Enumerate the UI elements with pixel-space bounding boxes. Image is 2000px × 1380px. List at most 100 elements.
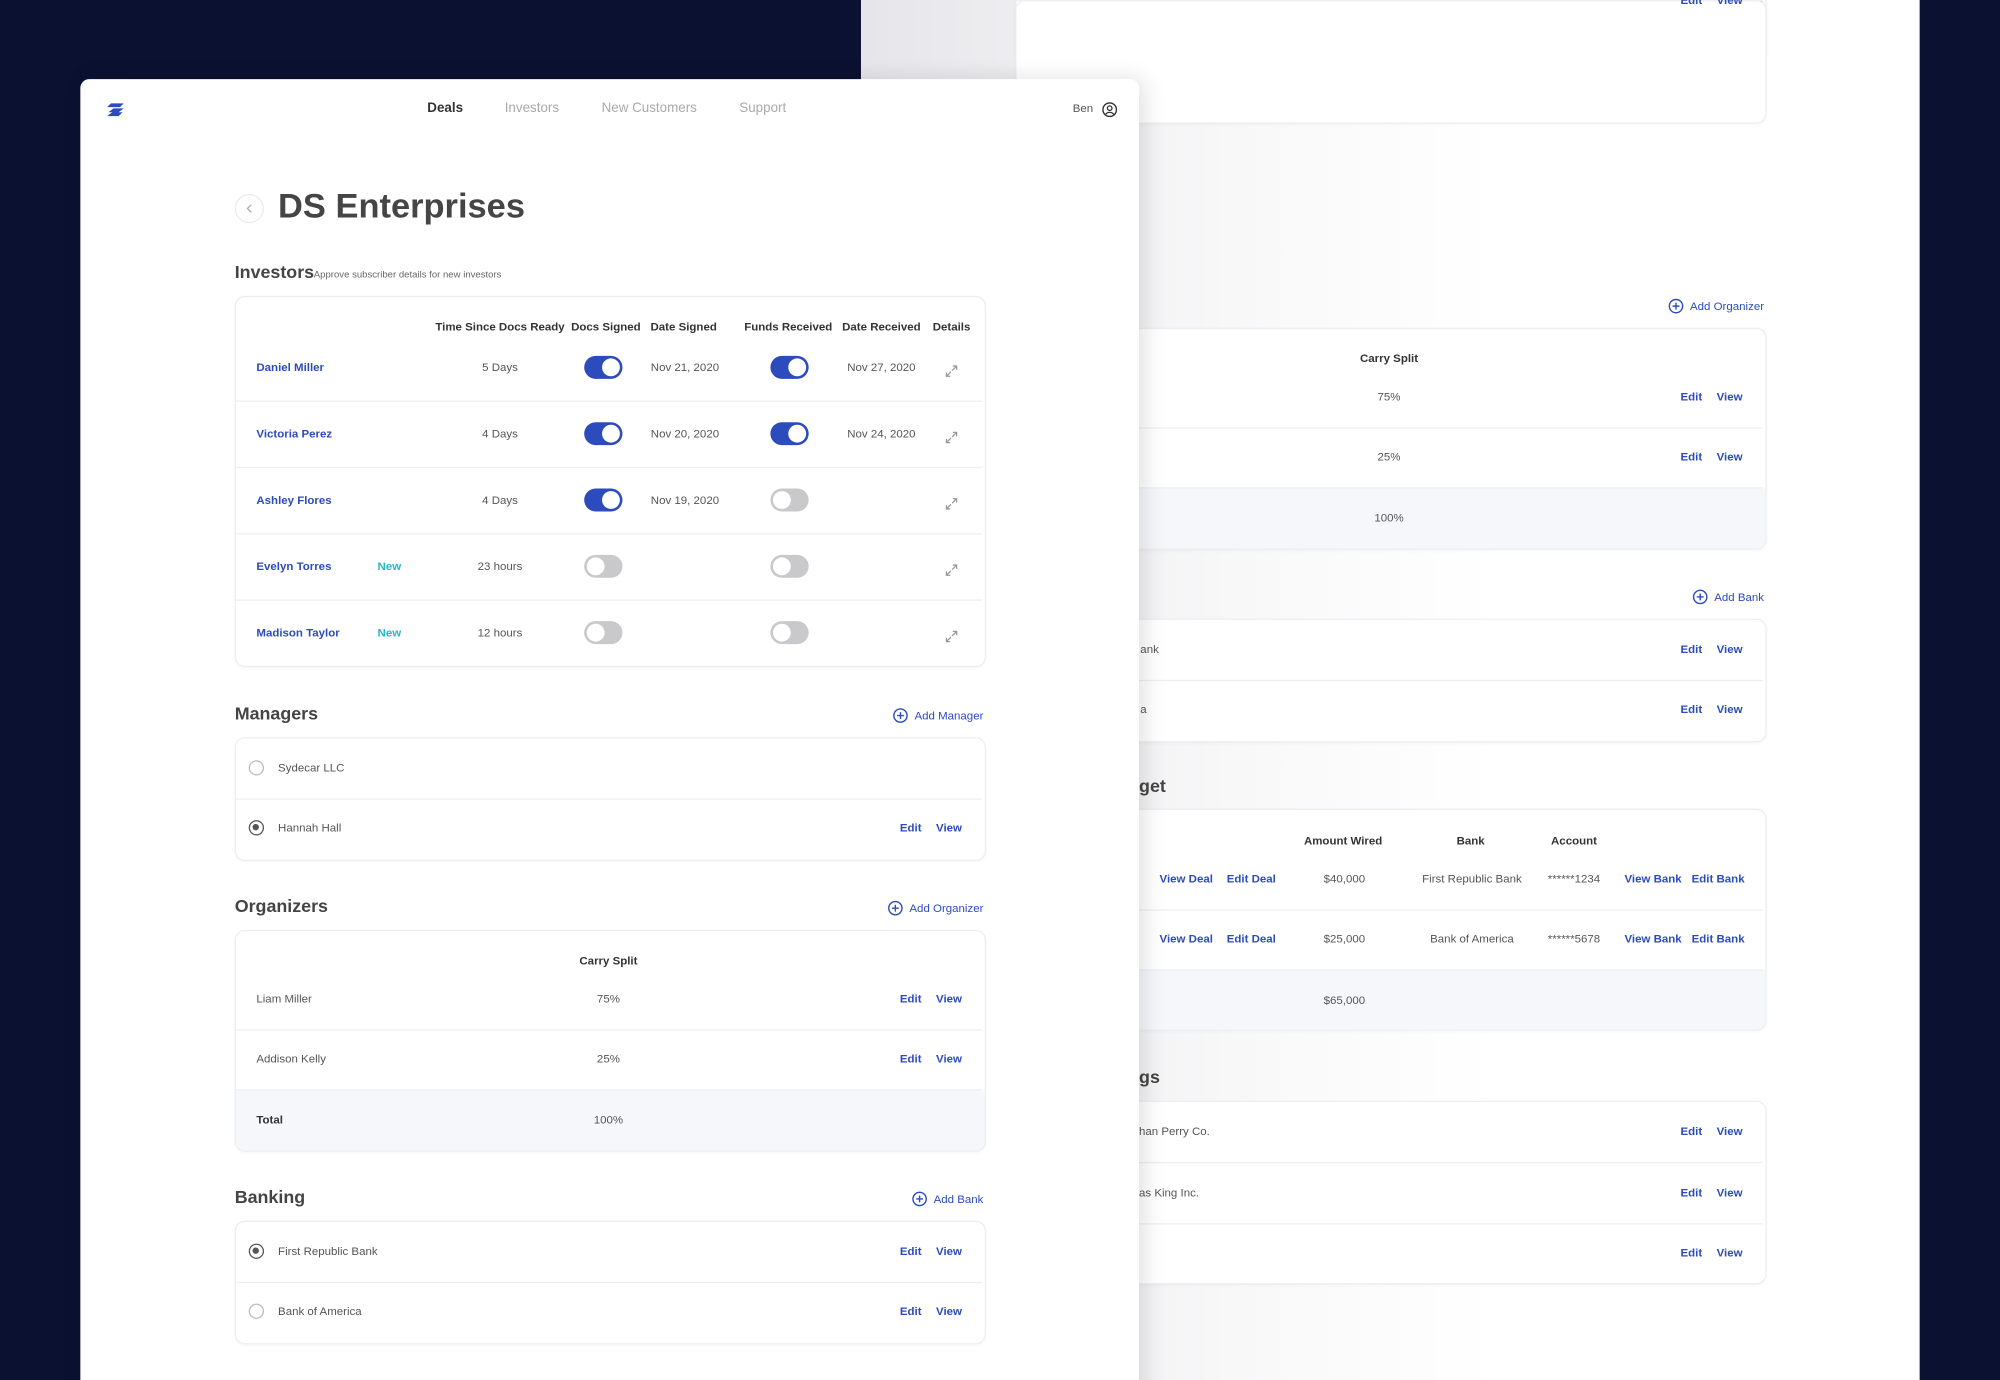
- add-label[interactable]: Add Bank: [1714, 590, 1765, 604]
- action-link[interactable]: Edit Deal: [1226, 932, 1276, 946]
- user-name[interactable]: Ben: [1072, 102, 1094, 115]
- radio[interactable]: [248, 1303, 265, 1319]
- nav-item[interactable]: Investors: [504, 100, 560, 117]
- icon-part: [916, 1195, 924, 1203]
- add-button[interactable]: Add Organizer: [1668, 298, 1765, 314]
- action-link[interactable]: Edit: [899, 992, 922, 1006]
- add-button[interactable]: Add Bank: [912, 1191, 984, 1207]
- item-name: han Perry Co.: [1139, 1124, 1210, 1138]
- action-link[interactable]: View: [1716, 1246, 1743, 1259]
- toggle[interactable]: [584, 355, 623, 379]
- carry-split: 25%: [1377, 450, 1401, 464]
- icon-part: [1668, 298, 1684, 314]
- action-link[interactable]: View: [935, 1304, 962, 1318]
- total-split: 100%: [1374, 511, 1404, 525]
- action-link[interactable]: Edit: [899, 1304, 922, 1318]
- action-link[interactable]: View: [1716, 1124, 1743, 1138]
- action-link[interactable]: Edit: [1680, 702, 1703, 716]
- details-icon[interactable]: [945, 361, 958, 377]
- action-link[interactable]: Edit Bank: [1691, 932, 1745, 946]
- add-button[interactable]: Add Bank: [1692, 589, 1765, 605]
- action-link[interactable]: View Deal: [1159, 932, 1213, 946]
- radio[interactable]: [248, 760, 265, 776]
- investor-name[interactable]: Daniel Miller: [256, 360, 324, 374]
- action-link[interactable]: View: [1716, 390, 1743, 404]
- action-link[interactable]: Edit Deal: [1226, 872, 1276, 886]
- investor-name[interactable]: Victoria Perez: [256, 427, 333, 441]
- item-name: a: [1140, 702, 1147, 716]
- nav-item[interactable]: Support: [739, 100, 787, 117]
- action-link[interactable]: View: [1716, 1185, 1743, 1199]
- action-link[interactable]: Edit: [1680, 642, 1703, 656]
- add-label[interactable]: Add Organizer: [909, 901, 984, 915]
- toggle[interactable]: [770, 554, 809, 578]
- row-divider: [235, 599, 983, 601]
- action-link[interactable]: View Deal: [1159, 872, 1213, 886]
- toggle[interactable]: [770, 488, 809, 512]
- toggle[interactable]: [584, 621, 623, 645]
- toggle-knob: [602, 491, 620, 509]
- row-divider: [235, 1281, 983, 1283]
- icon-part: [945, 365, 958, 377]
- time-since-ready: 4 Days: [482, 493, 518, 507]
- add-button[interactable]: Add Organizer: [888, 900, 984, 916]
- add-button[interactable]: Add Manager: [893, 708, 984, 723]
- action-link[interactable]: View: [1716, 450, 1743, 464]
- toggle[interactable]: [584, 488, 623, 512]
- action-link[interactable]: Edit Bank: [1691, 872, 1745, 886]
- action-link[interactable]: View: [935, 1052, 962, 1066]
- row-divider: [235, 1088, 983, 1090]
- add-label[interactable]: Add Manager: [914, 709, 984, 722]
- details-icon[interactable]: [945, 560, 958, 576]
- toggle-knob: [772, 623, 791, 642]
- action-link[interactable]: View: [935, 992, 962, 1006]
- action-link[interactable]: View: [1716, 0, 1743, 7]
- user-icon[interactable]: [1102, 101, 1118, 118]
- action-link[interactable]: Edit: [1680, 1185, 1703, 1199]
- action-link[interactable]: Edit: [1680, 1124, 1703, 1138]
- details-icon[interactable]: [945, 494, 958, 510]
- icon-part: [891, 904, 899, 912]
- details-icon[interactable]: [945, 427, 958, 444]
- add-label[interactable]: Add Bank: [933, 1192, 984, 1206]
- nav-item[interactable]: Deals: [427, 100, 464, 117]
- action-link[interactable]: Edit: [899, 821, 922, 835]
- back-button[interactable]: [234, 193, 264, 223]
- action-link[interactable]: Edit: [899, 1052, 922, 1066]
- toggle[interactable]: [584, 554, 623, 578]
- action-link[interactable]: Edit: [1680, 450, 1703, 464]
- radio-dot: [252, 1247, 260, 1255]
- amount-wired: $25,000: [1323, 932, 1366, 946]
- action-link[interactable]: View Bank: [1624, 932, 1682, 946]
- investor-name[interactable]: Ashley Flores: [256, 493, 332, 507]
- card: [1015, 327, 1767, 550]
- nav-item[interactable]: New Customers: [601, 100, 697, 117]
- bank-name: First Republic Bank: [1422, 872, 1522, 886]
- radio[interactable]: [248, 820, 265, 836]
- icon-part: [1692, 589, 1708, 605]
- investor-name[interactable]: Madison Taylor: [256, 626, 340, 640]
- action-link[interactable]: Edit: [1680, 390, 1703, 404]
- section-heading: Investors: [234, 261, 315, 282]
- logo[interactable]: [106, 101, 126, 117]
- action-link[interactable]: View: [935, 821, 962, 835]
- toggle[interactable]: [770, 422, 809, 446]
- radio[interactable]: [248, 1243, 265, 1259]
- toggle[interactable]: [584, 422, 623, 446]
- action-link[interactable]: View Bank: [1624, 872, 1682, 886]
- action-link[interactable]: View: [935, 1244, 962, 1258]
- action-link[interactable]: Edit: [899, 1244, 922, 1258]
- row-divider: [1016, 0, 1763, 2]
- add-label[interactable]: Add Organizer: [1690, 299, 1765, 313]
- toggle[interactable]: [770, 621, 809, 645]
- details-icon[interactable]: [945, 626, 958, 643]
- action-link[interactable]: Edit: [1680, 0, 1703, 7]
- toggle[interactable]: [770, 355, 809, 379]
- investor-name[interactable]: Evelyn Torres: [256, 559, 332, 573]
- row-divider: [235, 400, 983, 402]
- icon-part: [1106, 105, 1113, 112]
- action-link[interactable]: View: [1716, 642, 1743, 656]
- action-link[interactable]: View: [1716, 702, 1743, 716]
- organizer-name: Liam Miller: [256, 992, 312, 1006]
- action-link[interactable]: Edit: [1680, 1246, 1703, 1259]
